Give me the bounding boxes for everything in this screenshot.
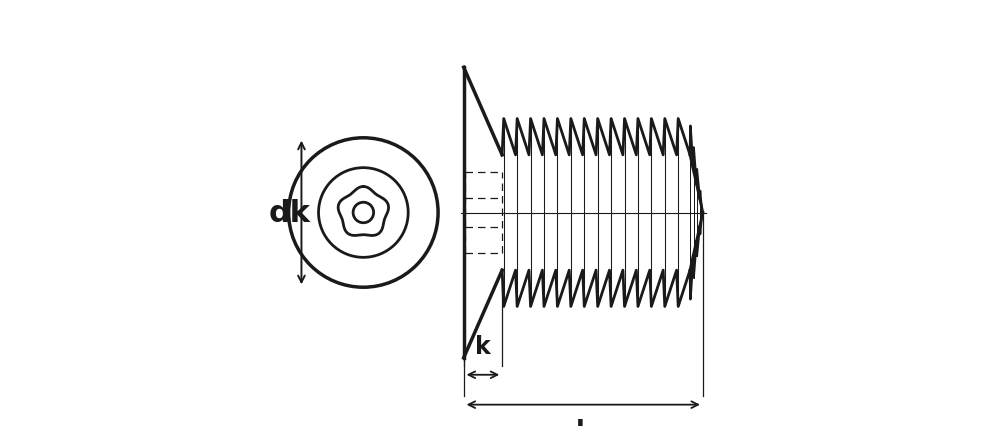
Text: k: k <box>475 334 491 358</box>
Text: L: L <box>576 417 591 426</box>
Text: dk: dk <box>268 199 310 227</box>
